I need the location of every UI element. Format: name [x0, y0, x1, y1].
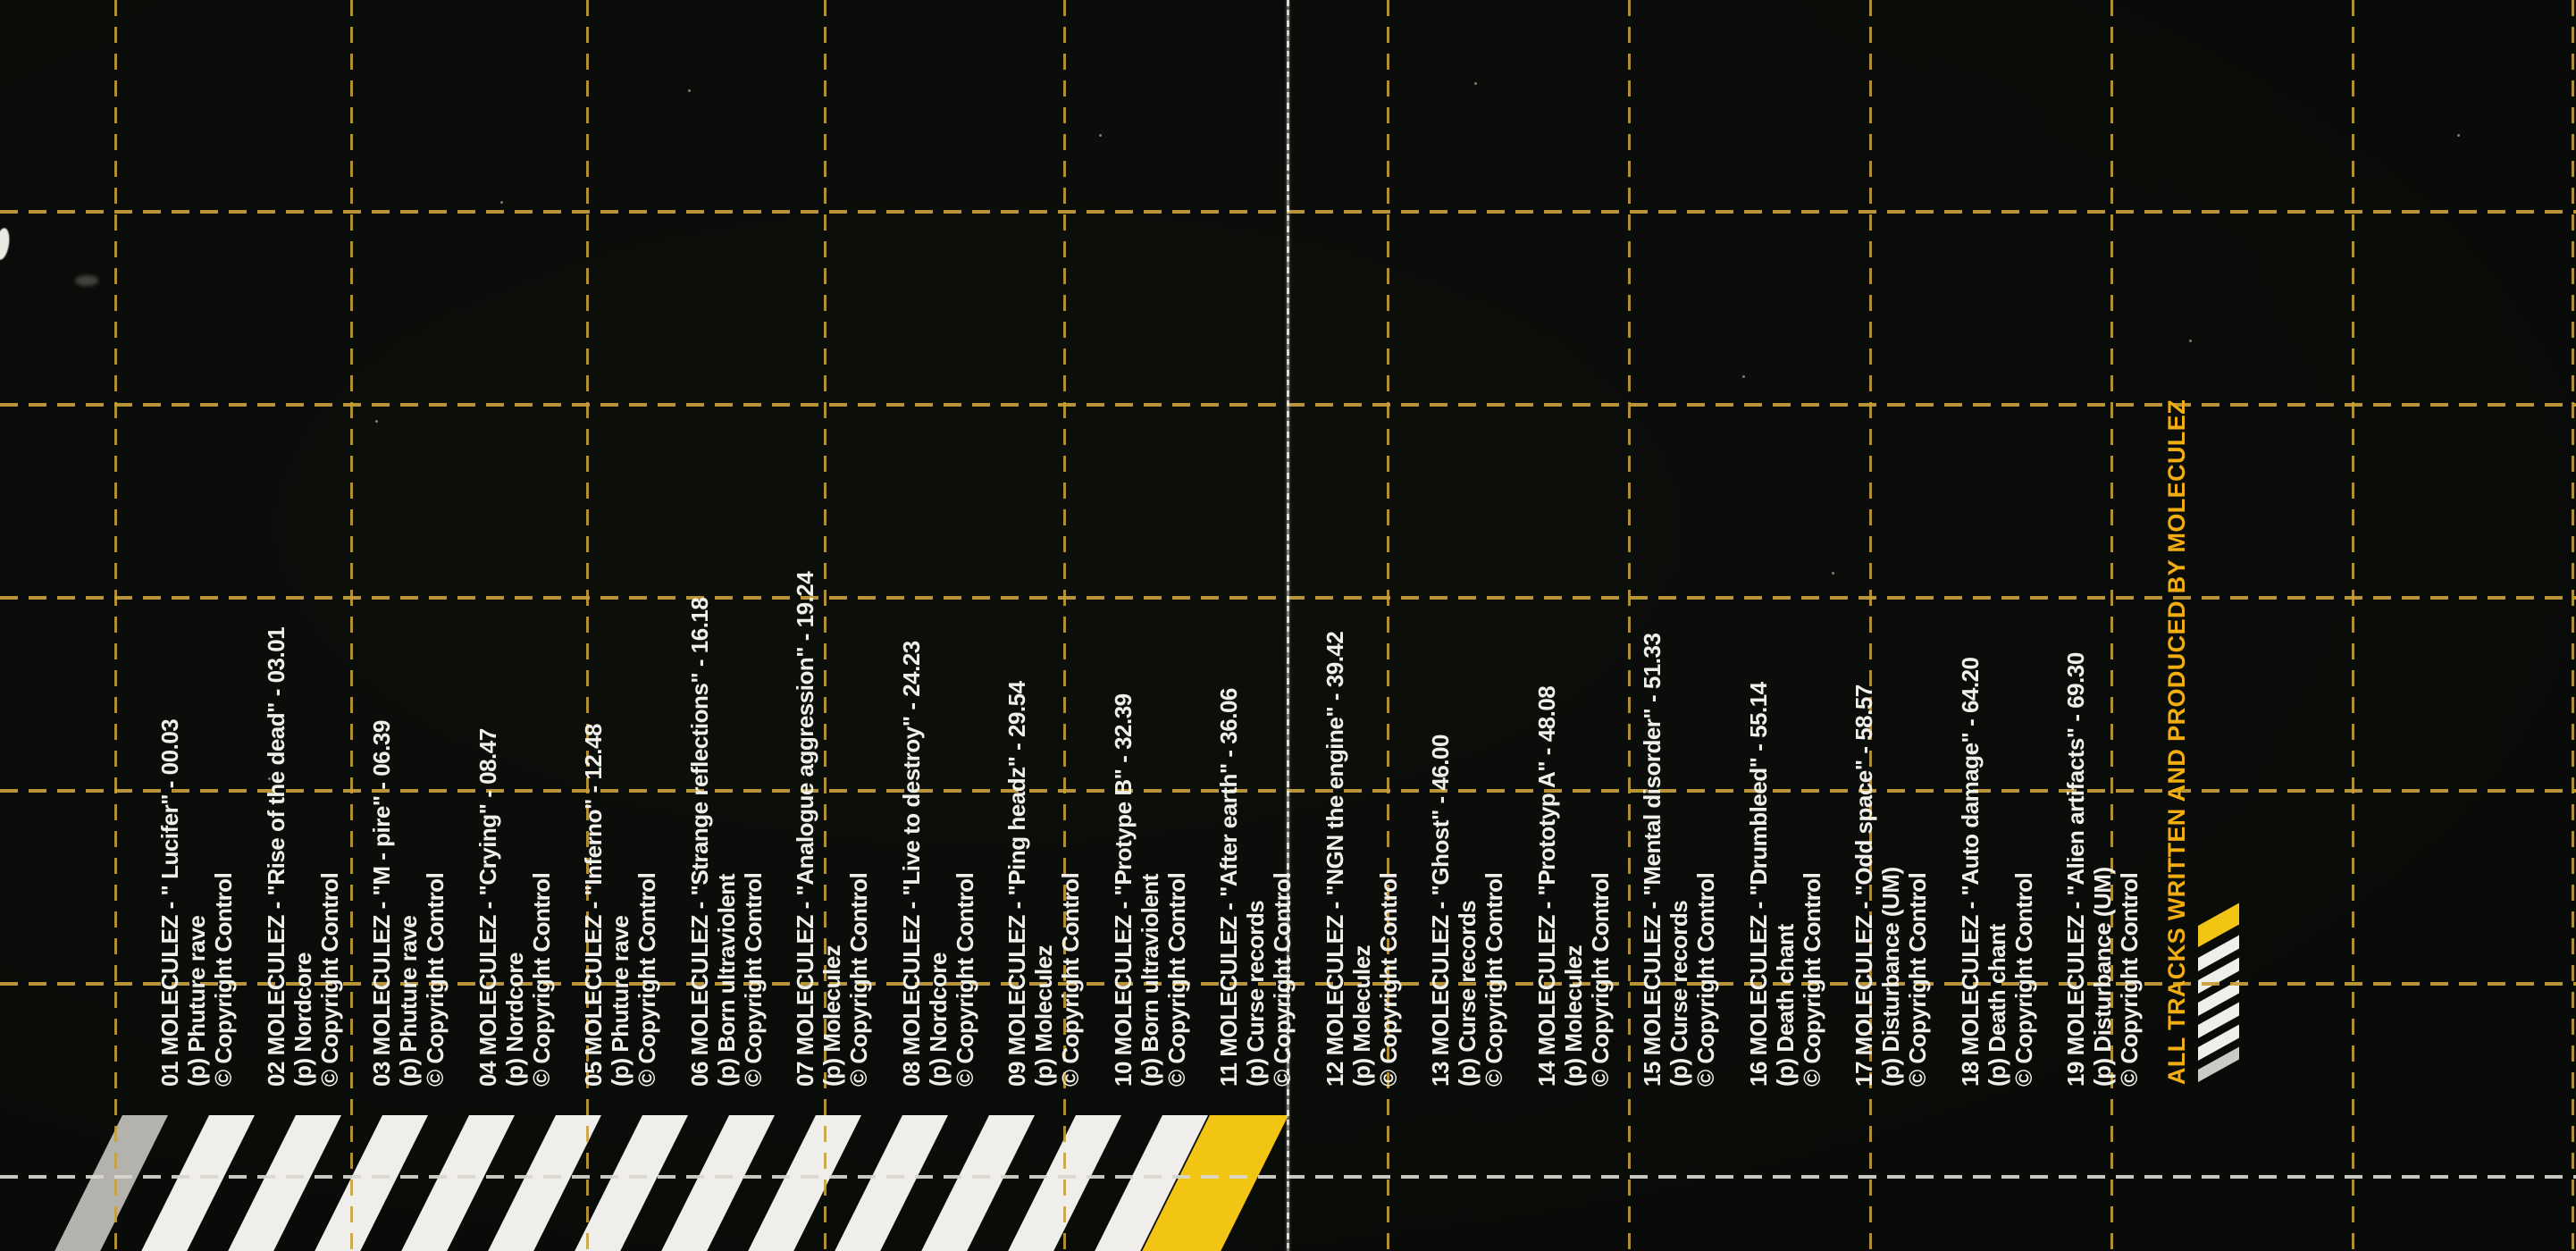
scan-speck: [2189, 340, 2192, 342]
track-line-copyright: © Copyright Control: [845, 872, 872, 1087]
track-line-copyright: © Copyright Control: [1904, 872, 1931, 1087]
track-line-title: 08 MOLECULEZ - "Live to destroy" - 24.23: [898, 641, 925, 1087]
track-line-copyright: © Copyright Control: [1587, 872, 1614, 1087]
track-line-copyright: © Copyright Control: [952, 872, 978, 1087]
grid-vline: [824, 0, 827, 1251]
track-line-title: 07 MOLECULEZ - "Analogue aggression" - 1…: [792, 571, 818, 1087]
grid-vline: [1387, 0, 1389, 1251]
scan-speck: [1474, 82, 1477, 85]
track-line-title: 15 MOLECULEZ - "Mental disorder" - 51.33: [1639, 633, 1666, 1087]
track-line-copyright: © Copyright Control: [1799, 872, 1825, 1087]
scan-speck: [268, 777, 271, 780]
track-line-copyright: © Copyright Control: [1692, 872, 1719, 1087]
track-line-title: 01 MOLECULEZ - " Lucifer" - 00.03: [156, 718, 183, 1087]
grid-vline: [350, 0, 353, 1251]
grid-vline: [1063, 0, 1066, 1251]
track-line-title: 05 MOLECULEZ - "Inferno" - 12.48: [580, 724, 607, 1087]
track-line-publisher: (p) Curse records: [1666, 900, 1692, 1087]
track-line-copyright: © Copyright Control: [1481, 872, 1507, 1087]
track-line-copyright: © Copyright Control: [634, 872, 660, 1087]
scan-speck: [1099, 134, 1102, 137]
track-line-copyright: © Copyright Control: [422, 872, 449, 1087]
track-line-publisher: (p) Death chant: [1984, 924, 2010, 1087]
track-line-copyright: © Copyright Control: [1057, 872, 1084, 1087]
track-line-publisher: (p) Moleculez: [1560, 945, 1587, 1087]
track-line-copyright: © Copyright Control: [1375, 872, 1402, 1087]
track-line-publisher: (p) Nordcore: [925, 953, 952, 1087]
track-line-title: 13 MOLECULEZ - "Ghost" - 46.00: [1427, 735, 1454, 1087]
producer-credit-text: ALL TRACKS WRITTEN AND PRODUCED BY MOLEC…: [2163, 399, 2190, 1085]
track-line-title: 06 MOLECULEZ - "Strange reflections" - 1…: [686, 597, 713, 1087]
scan-speck: [688, 89, 691, 92]
grid-vline: [1628, 0, 1631, 1251]
track-line-title: 18 MOLECULEZ - "Auto damage" - 64.20: [1957, 657, 1984, 1087]
track-line-publisher: (p) Curse records: [1454, 900, 1481, 1087]
track-line-title: 02 MOLECULEZ - "Rise of the dead" - 03.0…: [263, 626, 289, 1087]
track-line-publisher: (p) Moleculez: [818, 945, 845, 1087]
track-line-publisher: (p) Curse records: [1242, 900, 1269, 1087]
track-line-title: 19 MOLECULEZ - "Alien artifacts" - 69.30: [2062, 652, 2089, 1087]
scan-speck: [1832, 572, 1834, 575]
track-line-copyright: © Copyright Control: [528, 872, 555, 1087]
grid-vline: [2572, 0, 2574, 1251]
track-line-publisher: (p) Phuture rave: [183, 915, 210, 1087]
track-line-copyright: © Copyright Control: [210, 872, 237, 1087]
scan-speck: [1742, 375, 1745, 378]
scan-speck: [2457, 134, 2460, 137]
grid-vline: [1869, 0, 1872, 1251]
fold-crease: [1287, 0, 1289, 1251]
track-line-copyright: © Copyright Control: [1163, 872, 1190, 1087]
track-line-copyright: © Copyright Control: [2116, 872, 2143, 1087]
track-line-copyright: © Copyright Control: [2010, 872, 2037, 1087]
track-line-title: 11 MOLECULEZ - "After earth" - 36.06: [1215, 688, 1242, 1087]
track-line-title: 16 MOLECULEZ - "Drumbleed" - 55.14: [1745, 682, 1772, 1087]
track-line-copyright: © Copyright Control: [1269, 872, 1296, 1087]
track-line-publisher: (p) Moleculez: [1348, 945, 1375, 1087]
track-line-publisher: (p) Nordcore: [289, 953, 316, 1087]
grid-vline: [586, 0, 589, 1251]
grid-vline: [2110, 0, 2113, 1251]
track-line-publisher: (p) Nordcore: [501, 953, 528, 1087]
scan-speck: [375, 420, 378, 423]
scan-artifact-smudge: [75, 275, 98, 286]
scan-speck: [500, 201, 503, 204]
track-line-title: 14 MOLECULEZ - "Prototyp A" - 48.08: [1533, 685, 1560, 1087]
track-line-copyright: © Copyright Control: [316, 872, 343, 1087]
grid-vline: [2352, 0, 2354, 1251]
track-line-title: 17 MOLECULEZ - "Odd space" - 58.57: [1850, 684, 1877, 1087]
track-line-publisher: (p) Phuture rave: [395, 915, 422, 1087]
track-line-publisher: (p) Moleculez: [1030, 945, 1057, 1087]
track-line-publisher: (p) Born ultraviolent: [1137, 874, 1163, 1087]
track-line-publisher: (p) Born ultraviolent: [713, 874, 740, 1087]
track-line-copyright: © Copyright Control: [740, 872, 767, 1087]
track-line-publisher: (p) Disturbance (UM): [1877, 867, 1904, 1087]
track-line-title: 10 MOLECULEZ - "Protype B" - 32.39: [1110, 693, 1137, 1087]
scan-artifact-blob: [0, 227, 12, 261]
track-line-title: 12 MOLECULEZ - "NGN the engine" - 39.42: [1322, 631, 1348, 1087]
track-line-title: 03 MOLECULEZ - "M - pire" - 06.39: [368, 720, 395, 1087]
grid-vline: [114, 0, 117, 1251]
track-line-title: 09 MOLECULEZ - "Ping headz" - 29.54: [1003, 681, 1030, 1087]
track-line-title: 04 MOLECULEZ - "Crying" - 08.47: [474, 728, 501, 1087]
track-line-publisher: (p) Disturbance (UM): [2089, 867, 2116, 1087]
track-line-publisher: (p) Death chant: [1772, 924, 1799, 1087]
track-line-publisher: (p) Phuture rave: [607, 915, 634, 1087]
